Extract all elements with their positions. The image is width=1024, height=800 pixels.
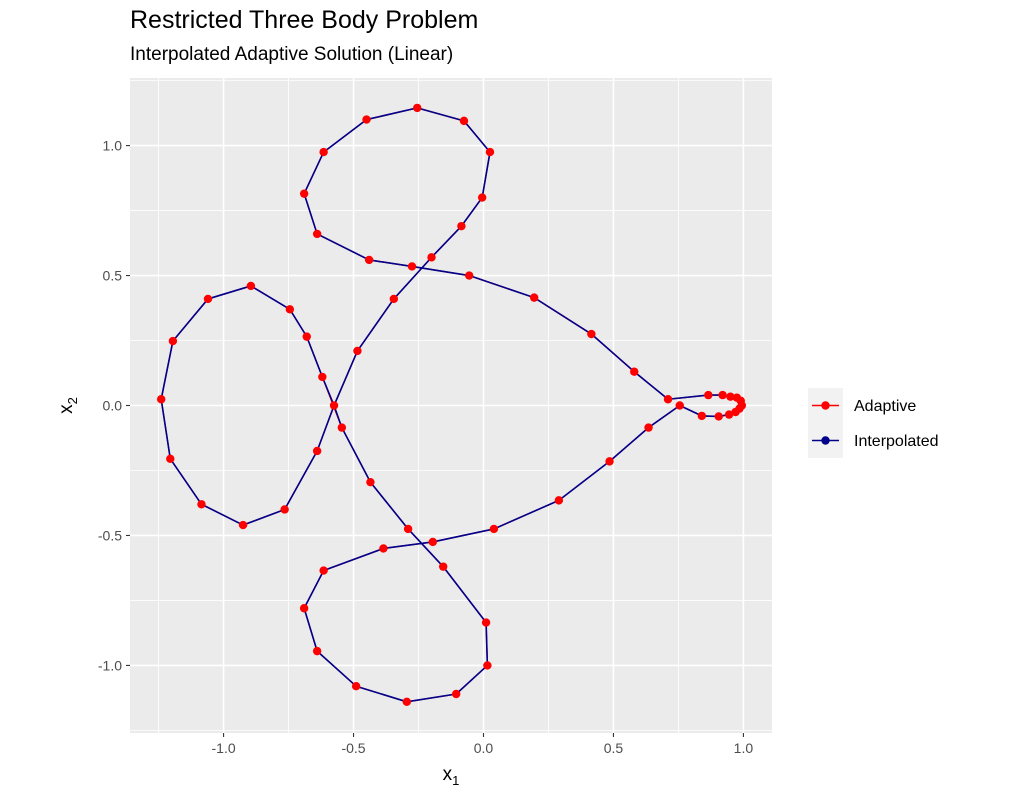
adaptive-point <box>312 646 322 656</box>
y-tick-label: -0.5 <box>98 527 122 543</box>
interpolated-series-line <box>160 107 743 703</box>
adaptive-point <box>364 255 374 265</box>
adaptive-point <box>675 401 684 410</box>
adaptive-point <box>353 346 362 356</box>
adaptive-point <box>697 411 707 421</box>
adaptive-point <box>366 477 375 487</box>
legend-key-point <box>821 436 830 445</box>
adaptive-point <box>428 537 438 547</box>
adaptive-point <box>529 293 539 302</box>
axis-title-subscript: 2 <box>65 397 80 404</box>
adaptive-point <box>319 147 328 157</box>
chart-title: Restricted Three Body Problem <box>130 6 479 34</box>
adaptive-point <box>402 697 412 707</box>
x-tick-label: 1.0 <box>734 740 754 756</box>
y-axis-title: x2 <box>56 397 80 414</box>
adaptive-point <box>726 392 735 401</box>
y-tick-label: 0.5 <box>103 268 123 284</box>
adaptive-point <box>312 446 322 456</box>
adaptive-point <box>605 457 614 466</box>
adaptive-point <box>285 305 295 314</box>
adaptive-point <box>280 505 289 514</box>
series-lines <box>160 107 743 703</box>
adaptive-point <box>389 294 399 304</box>
adaptive-point <box>554 496 564 505</box>
adaptive-point <box>451 689 461 699</box>
series-points <box>156 103 747 707</box>
adaptive-point <box>337 423 347 432</box>
adaptive-point <box>489 524 499 534</box>
adaptive-point <box>464 271 474 280</box>
adaptive-point <box>403 524 413 534</box>
legend-key-point <box>821 401 830 410</box>
x-axis: -1.0 -0.5 0.0 0.5 1.0 <box>212 733 754 756</box>
adaptive-point <box>351 682 361 691</box>
adaptive-point <box>168 336 178 346</box>
axis-title-base: x <box>56 404 77 414</box>
adaptive-point <box>724 410 734 419</box>
legend-label: Adaptive <box>854 398 916 415</box>
adaptive-point <box>379 544 388 553</box>
adaptive-point <box>732 393 742 402</box>
adaptive-point <box>166 454 175 463</box>
adaptive-point <box>329 401 339 410</box>
x-tick-label: 0.0 <box>474 740 494 756</box>
x-tick-label: 0.5 <box>604 740 624 756</box>
adaptive-point <box>483 661 492 670</box>
adaptive-point <box>459 116 469 126</box>
adaptive-point <box>644 423 653 432</box>
x-axis-title: x1 <box>443 764 460 788</box>
legend: Adaptive Interpolated <box>808 388 939 458</box>
adaptive-point <box>485 147 495 157</box>
adaptive-point <box>407 262 417 271</box>
adaptive-point <box>704 390 713 400</box>
y-tick-label: 1.0 <box>103 138 123 154</box>
axis-title-base: x <box>443 764 453 785</box>
adaptive-point <box>156 395 166 404</box>
adaptive-point <box>439 562 448 571</box>
adaptive-point <box>299 189 309 198</box>
adaptive-point <box>735 404 744 413</box>
adaptive-point <box>312 229 322 239</box>
adaptive-point <box>362 115 371 124</box>
adaptive-point <box>481 618 491 627</box>
adaptive-point <box>302 332 311 341</box>
adaptive-point <box>203 294 213 304</box>
adaptive-point <box>457 221 466 231</box>
adaptive-point <box>246 281 256 291</box>
adaptive-point <box>714 412 723 421</box>
y-axis: -1.0 -0.5 0.0 0.5 1.0 <box>98 138 130 673</box>
x-tick-label: -0.5 <box>341 740 365 756</box>
adaptive-point <box>663 395 673 404</box>
adaptive-point <box>413 103 422 113</box>
y-tick-label: 0.0 <box>103 398 123 414</box>
adaptive-point <box>477 193 487 202</box>
adaptive-point <box>718 390 727 400</box>
adaptive-point <box>318 372 327 382</box>
y-tick-label: -1.0 <box>98 657 122 673</box>
adaptive-point <box>299 604 309 613</box>
adaptive-point <box>319 566 328 575</box>
adaptive-point <box>427 253 436 262</box>
adaptive-point <box>587 329 596 339</box>
adaptive-point <box>630 367 639 376</box>
x-tick-label: -1.0 <box>212 740 236 756</box>
chart-subtitle: Interpolated Adaptive Solution (Linear) <box>130 44 454 65</box>
adaptive-point <box>238 520 248 530</box>
axis-title-subscript: 1 <box>452 773 459 788</box>
adaptive-point <box>197 500 206 509</box>
legend-label: Interpolated <box>854 433 939 450</box>
